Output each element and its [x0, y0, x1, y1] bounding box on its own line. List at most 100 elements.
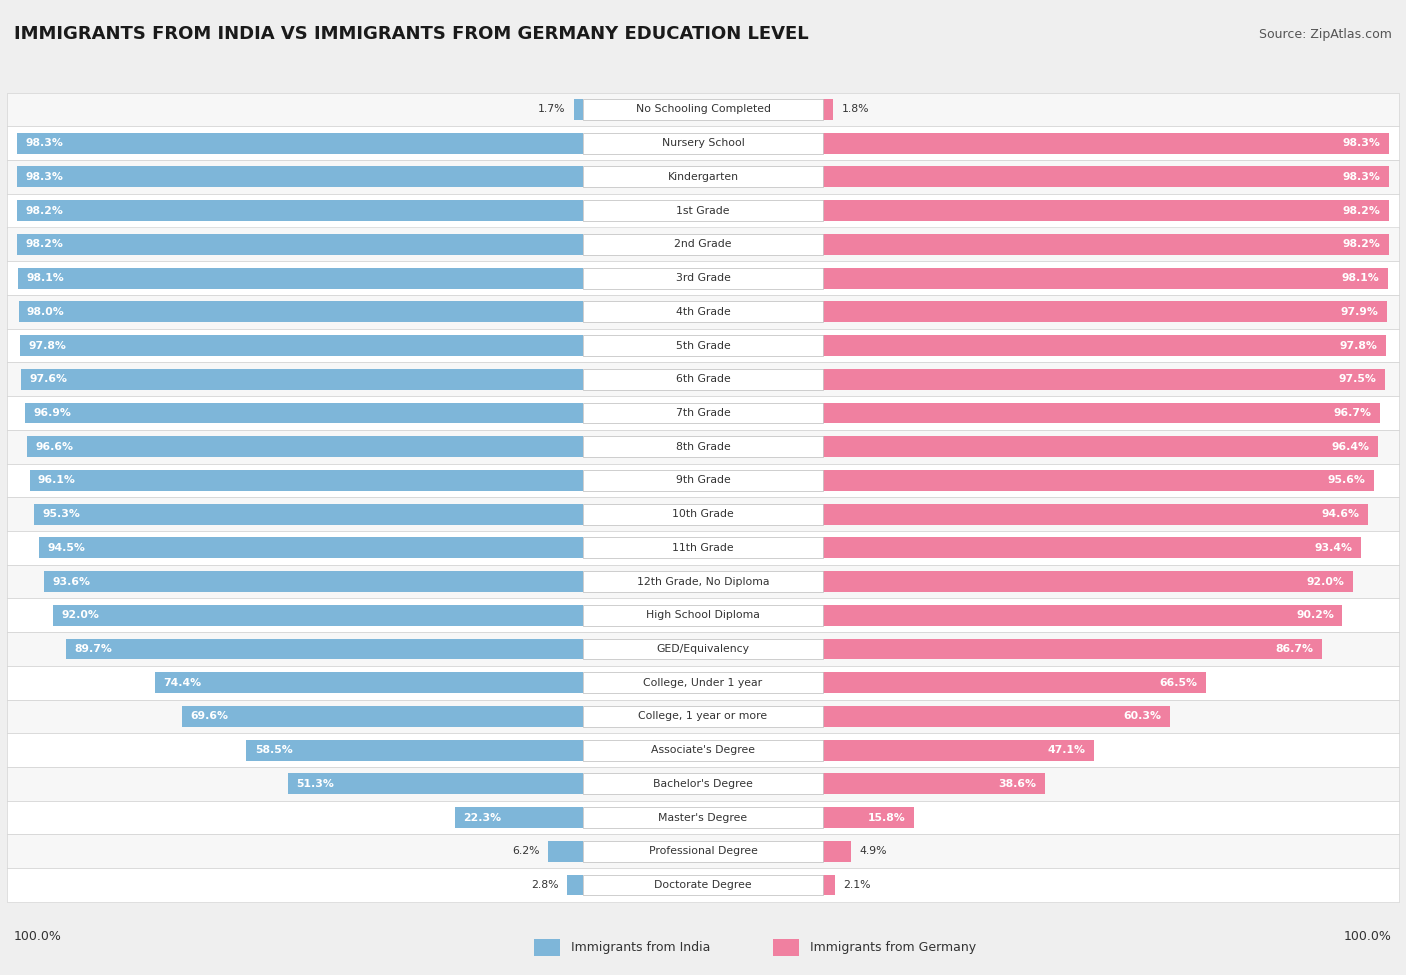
- Bar: [583, 537, 823, 559]
- Bar: [823, 604, 1343, 626]
- Bar: [583, 604, 823, 626]
- Bar: [583, 773, 823, 795]
- Bar: [583, 875, 823, 895]
- Text: Bachelor's Degree: Bachelor's Degree: [652, 779, 754, 789]
- Bar: [7, 127, 1399, 160]
- Text: 74.4%: 74.4%: [163, 678, 201, 687]
- Bar: [583, 267, 823, 289]
- Text: 98.3%: 98.3%: [25, 172, 63, 182]
- Text: 1.8%: 1.8%: [841, 104, 869, 114]
- Text: 93.4%: 93.4%: [1315, 543, 1353, 553]
- Bar: [17, 167, 583, 187]
- Text: 2.8%: 2.8%: [531, 880, 560, 890]
- Bar: [7, 632, 1399, 666]
- Text: 96.4%: 96.4%: [1331, 442, 1369, 451]
- Bar: [7, 160, 1399, 194]
- Bar: [583, 470, 823, 490]
- Bar: [823, 807, 914, 828]
- Text: Professional Degree: Professional Degree: [648, 846, 758, 856]
- Text: 96.6%: 96.6%: [35, 442, 73, 451]
- Text: 98.3%: 98.3%: [25, 138, 63, 148]
- Text: 6.2%: 6.2%: [512, 846, 540, 856]
- Text: 98.3%: 98.3%: [1343, 172, 1381, 182]
- Text: 98.2%: 98.2%: [1343, 239, 1381, 250]
- Bar: [823, 167, 1389, 187]
- Text: 58.5%: 58.5%: [254, 745, 292, 756]
- Text: Doctorate Degree: Doctorate Degree: [654, 880, 752, 890]
- Bar: [823, 875, 835, 895]
- Bar: [53, 604, 583, 626]
- Bar: [17, 200, 583, 221]
- Text: 98.2%: 98.2%: [25, 206, 63, 215]
- Text: Kindergarten: Kindergarten: [668, 172, 738, 182]
- Bar: [823, 639, 1322, 659]
- Text: 66.5%: 66.5%: [1160, 678, 1198, 687]
- Text: 60.3%: 60.3%: [1123, 712, 1161, 722]
- Text: 98.3%: 98.3%: [1343, 138, 1381, 148]
- Bar: [30, 470, 583, 490]
- Bar: [583, 335, 823, 356]
- Bar: [823, 403, 1379, 423]
- Bar: [7, 363, 1399, 396]
- Bar: [823, 773, 1045, 795]
- Text: 51.3%: 51.3%: [297, 779, 335, 789]
- Text: 97.8%: 97.8%: [28, 340, 66, 351]
- Text: 94.5%: 94.5%: [48, 543, 84, 553]
- Text: 7th Grade: 7th Grade: [676, 408, 730, 418]
- Text: 92.0%: 92.0%: [1306, 576, 1344, 587]
- Text: 3rd Grade: 3rd Grade: [675, 273, 731, 283]
- Text: GED/Equivalency: GED/Equivalency: [657, 644, 749, 654]
- Bar: [7, 194, 1399, 227]
- Bar: [583, 504, 823, 525]
- Text: 2.1%: 2.1%: [844, 880, 870, 890]
- Bar: [583, 234, 823, 254]
- Bar: [583, 740, 823, 760]
- Text: 90.2%: 90.2%: [1296, 610, 1334, 620]
- Text: 97.6%: 97.6%: [30, 374, 67, 384]
- Text: 15.8%: 15.8%: [868, 812, 905, 823]
- Text: 95.3%: 95.3%: [42, 509, 80, 519]
- Text: 97.5%: 97.5%: [1339, 374, 1376, 384]
- Bar: [7, 329, 1399, 363]
- Bar: [823, 740, 1094, 760]
- Bar: [7, 261, 1399, 294]
- Text: 98.0%: 98.0%: [27, 307, 65, 317]
- Text: 4th Grade: 4th Grade: [676, 307, 730, 317]
- Text: 22.3%: 22.3%: [464, 812, 502, 823]
- Bar: [823, 200, 1389, 221]
- Bar: [574, 99, 583, 120]
- Text: 86.7%: 86.7%: [1275, 644, 1313, 654]
- Bar: [7, 531, 1399, 565]
- Text: College, 1 year or more: College, 1 year or more: [638, 712, 768, 722]
- Text: 98.1%: 98.1%: [1341, 273, 1379, 283]
- Bar: [21, 369, 583, 390]
- Bar: [534, 939, 560, 956]
- Bar: [823, 537, 1361, 559]
- Bar: [773, 939, 799, 956]
- Text: 98.2%: 98.2%: [1343, 206, 1381, 215]
- Text: 96.9%: 96.9%: [34, 408, 72, 418]
- Bar: [17, 234, 583, 254]
- Bar: [7, 463, 1399, 497]
- Bar: [7, 93, 1399, 127]
- Text: 98.1%: 98.1%: [27, 273, 65, 283]
- Bar: [548, 840, 583, 862]
- Bar: [823, 470, 1374, 490]
- Bar: [20, 335, 583, 356]
- Bar: [7, 733, 1399, 767]
- Text: 89.7%: 89.7%: [75, 644, 112, 654]
- Text: 10th Grade: 10th Grade: [672, 509, 734, 519]
- Bar: [34, 504, 583, 525]
- Bar: [7, 227, 1399, 261]
- Bar: [583, 436, 823, 457]
- Text: 96.7%: 96.7%: [1333, 408, 1371, 418]
- Text: 2nd Grade: 2nd Grade: [675, 239, 731, 250]
- Bar: [583, 200, 823, 221]
- Bar: [583, 571, 823, 592]
- Bar: [7, 700, 1399, 733]
- Bar: [7, 868, 1399, 902]
- Bar: [823, 436, 1378, 457]
- Bar: [568, 875, 583, 895]
- Text: 97.9%: 97.9%: [1340, 307, 1378, 317]
- Bar: [823, 571, 1353, 592]
